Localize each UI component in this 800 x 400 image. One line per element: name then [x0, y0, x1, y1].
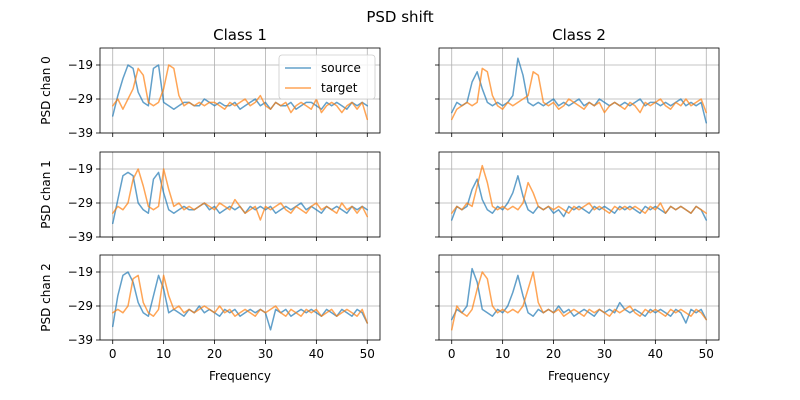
legend: source target: [278, 54, 376, 100]
x-tick-label: 0: [448, 347, 456, 361]
subplot-r0-c1: [435, 47, 720, 137]
y-tick-label: −29: [68, 92, 93, 106]
y-tick-label: −19: [68, 162, 93, 176]
axes-frame: [99, 254, 381, 341]
y-axis-label-chan-1: PSD chan 1: [39, 160, 53, 229]
x-tick-label: 10: [156, 347, 171, 361]
series-line-target: [450, 271, 708, 331]
y-tick-label: −39: [68, 230, 93, 244]
x-tick-label: 50: [699, 347, 714, 361]
x-axis-label: Frequency: [209, 369, 271, 383]
legend-label-target: target: [321, 81, 358, 95]
x-tick-label: 20: [546, 347, 561, 361]
axes-frame: [438, 47, 720, 134]
x-tick-label: 30: [597, 347, 612, 361]
x-tick-label: 20: [207, 347, 222, 361]
y-tick-label: −19: [68, 265, 93, 279]
series-line-target: [450, 164, 708, 214]
y-axis-label-chan-2: PSD chan 2: [39, 263, 53, 332]
x-tick-label: 10: [495, 347, 510, 361]
series-line-source: [450, 57, 708, 124]
x-tick-label: 50: [360, 347, 375, 361]
series-line-source: [111, 64, 369, 117]
column-title-class-2: Class 2: [552, 26, 606, 44]
x-tick-label: 30: [258, 347, 273, 361]
series-line-source: [111, 171, 369, 225]
legend-label-source: source: [321, 61, 361, 75]
series-line-source: [450, 175, 708, 221]
figure-title: PSD shift: [366, 8, 433, 26]
axes-frame: [99, 151, 381, 238]
y-tick-label: −39: [68, 126, 93, 140]
y-tick-label: −19: [68, 58, 93, 72]
y-axis-label-chan-0: PSD chan 0: [39, 56, 53, 125]
y-tick-label: −29: [68, 196, 93, 210]
y-tick-label: −39: [68, 333, 93, 347]
series-line-target: [111, 64, 369, 121]
column-title-class-1: Class 1: [213, 26, 267, 44]
subplot-r0-c0: −39 −29 −19 PSD chan 0 source target: [39, 47, 381, 140]
x-tick-label: 40: [309, 347, 324, 361]
series-line-target: [111, 274, 369, 324]
subplot-grid: −39 −29 −19 PSD chan 0 source target −39 −29 −19…: [39, 47, 720, 383]
series-line-source: [111, 271, 369, 331]
series-line-target: [450, 67, 708, 121]
axes-frame: [99, 47, 381, 134]
axes-frame: [438, 151, 720, 238]
subplot-r1-c0: −39 −29 −19 PSD chan 1: [39, 151, 381, 244]
axes-frame: [438, 254, 720, 341]
x-tick-label: 40: [648, 347, 663, 361]
subplot-r1-c1: [435, 151, 720, 241]
series-line-target: [111, 168, 369, 221]
y-tick-label: −29: [68, 299, 93, 313]
subplot-r2-c1: 0 10 20 30 40 50 Frequency: [435, 254, 720, 383]
x-axis-label: Frequency: [548, 369, 610, 383]
subplot-r2-c0: 0 10 20 30 40 50 −39 −29 −19 PSD chan 2 Frequency: [39, 254, 381, 383]
x-tick-label: 0: [109, 347, 117, 361]
